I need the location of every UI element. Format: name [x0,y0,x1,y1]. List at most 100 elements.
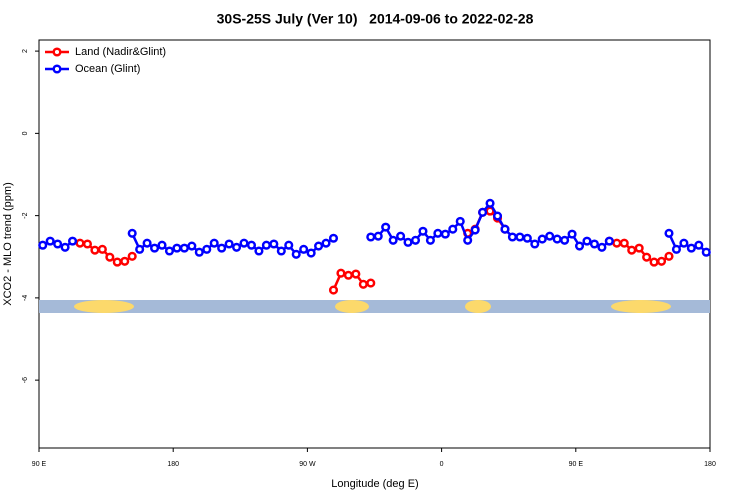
series-point [112,257,122,267]
series-point [60,242,70,252]
series-point [246,240,257,250]
series-point [328,285,339,295]
series-point [269,239,279,249]
series-point [604,236,614,246]
series-point [179,243,189,253]
series-point [306,248,316,258]
series-point [694,240,704,250]
y-tick-label: 0 [22,131,29,135]
series-point [97,244,107,254]
x-tick-label: 180 [167,461,179,468]
series-point [440,229,450,239]
series-point [276,246,286,256]
series-point [388,235,398,245]
series-point [299,244,309,254]
series-point [671,244,682,254]
series-point [172,243,182,253]
series-point [217,243,227,253]
x-tick-label: 90 W [299,461,316,468]
series-point [664,251,674,261]
series-point [425,235,435,245]
x-tick-label: 0 [440,461,444,468]
series-point [522,233,532,243]
series-point [433,228,443,238]
series-point [589,239,599,249]
series-point [366,278,376,288]
series-point [619,238,629,248]
series-point [261,240,271,250]
series-point [396,231,406,241]
series-point [507,232,517,242]
series-point [90,245,100,255]
series-point [328,233,339,243]
series-point [53,239,63,249]
legend-label: Land (Nadir&Glint) [75,46,166,58]
land-band [611,300,671,313]
series-point [418,226,428,236]
y-axis-label: XCO2 - MLO trend (ppm) [2,182,14,305]
series-point [649,257,659,267]
series-point [410,235,421,245]
series-point [75,238,85,248]
series-point [574,241,585,251]
series-point [150,243,160,253]
x-tick-label: 180 [704,461,716,468]
series-point [202,244,212,254]
series-point [366,232,376,242]
legend-marker [52,64,62,74]
land-band [74,300,134,313]
series-point [321,238,331,248]
series-point [567,229,577,239]
series-point [135,244,145,254]
series-point [105,252,115,262]
series-point [381,222,391,232]
series-point [597,242,607,252]
series-point [552,234,562,244]
series-point [612,238,622,248]
series-point [679,238,689,248]
y-tick-label: 2 [22,49,29,53]
series-point [224,239,234,249]
series-point [656,256,667,266]
series-point [142,238,152,248]
series-point [164,246,175,256]
legend-label: Ocean (Glint) [75,63,140,75]
x-tick-label: 90 E [32,461,47,468]
series-point [463,235,473,245]
series-point [664,228,674,238]
series-point [627,245,637,255]
series-point [291,249,301,259]
legend-marker [52,47,62,57]
series-point [448,224,458,234]
series-point [500,224,510,234]
land-band [465,300,491,313]
x-tick-label: 90 E [569,461,584,468]
series-point [634,243,644,253]
series-point [254,246,264,256]
series-point [701,247,711,257]
series-point [373,231,383,241]
series-point [515,232,525,242]
series-point [82,239,93,249]
series-point [239,238,249,248]
series-point [485,198,495,208]
series-point [343,270,353,280]
series-point [530,239,540,249]
series-point [582,236,592,246]
series-point [45,236,55,246]
series-point [120,256,130,266]
series-point [455,216,465,226]
series-point [284,240,294,250]
series-point [686,243,696,253]
series-point [478,207,488,217]
y-tick-label: -4 [22,295,29,301]
x-axis-label: Longitude (deg E) [331,478,418,490]
series-point [209,238,219,248]
land-band [335,300,369,313]
y-tick-label: -2 [22,212,29,218]
series-point [68,236,78,246]
series-point [127,251,137,261]
series-point [351,269,361,279]
y-tick-label: -6 [22,377,29,383]
